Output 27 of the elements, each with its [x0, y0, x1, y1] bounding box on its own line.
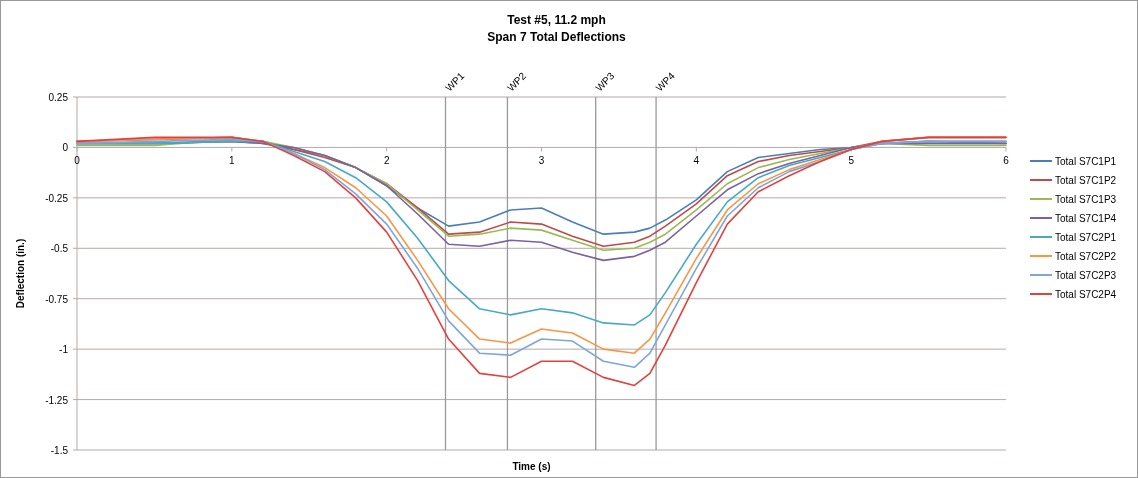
x-tick-label: 0 [74, 155, 81, 167]
x-tick-label: 5 [848, 155, 855, 167]
x-axis-title: Time (s) [512, 461, 551, 472]
x-tick-label: 3 [538, 155, 545, 167]
x-tick-label: 4 [693, 155, 700, 167]
legend-label: Total S7C1P1 [1055, 156, 1117, 167]
legend-label: Total S7C1P2 [1055, 175, 1117, 186]
y-tick-label: 0.25 [48, 92, 69, 103]
chart-title: Test #5, 11.2 mph [507, 13, 606, 27]
y-tick-label: -1.25 [45, 394, 69, 406]
y-tick-label: -0.25 [45, 192, 69, 204]
legend-label: Total S7C1P3 [1055, 194, 1117, 205]
chart-subtitle: Span 7 Total Deflections [487, 30, 627, 44]
x-tick-label: 1 [229, 155, 236, 167]
y-axis-title: Deflection (in.) [15, 238, 26, 309]
legend-label: Total S7C2P2 [1055, 251, 1117, 262]
legend-label: Total S7C2P4 [1055, 289, 1117, 300]
y-tick-label: 0 [62, 142, 69, 154]
legend-label: Total S7C1P4 [1055, 213, 1117, 224]
legend-label: Total S7C2P1 [1055, 232, 1117, 243]
y-tick-label: -0.5 [50, 243, 69, 255]
y-tick-label: -1 [59, 344, 69, 356]
y-tick-label: -1.5 [50, 445, 69, 456]
legend-label: Total S7C2P3 [1055, 270, 1117, 281]
x-tick-label: 2 [383, 155, 390, 167]
x-tick-label: 6 [1003, 155, 1010, 167]
y-tick-label: -0.75 [45, 293, 69, 305]
